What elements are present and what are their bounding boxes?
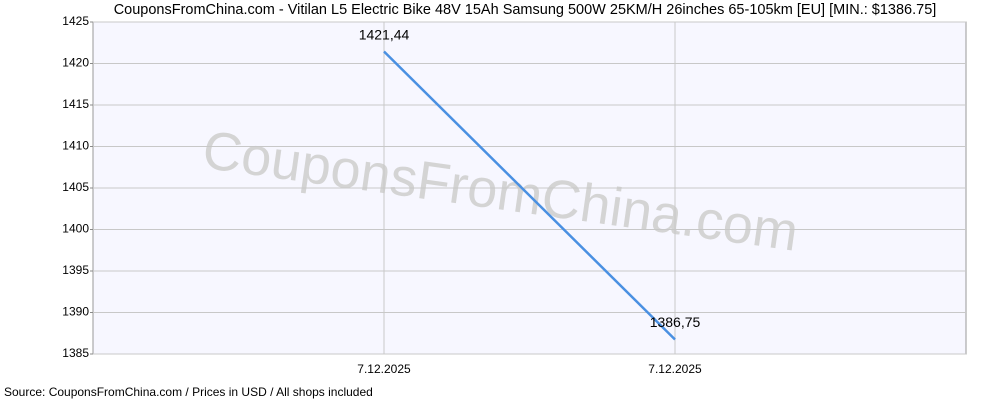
chart-title: CouponsFromChina.com - Vitilan L5 Electr… — [114, 2, 937, 18]
y-tick-label: 1395 — [62, 263, 89, 277]
y-tick-label: 1385 — [62, 346, 89, 360]
data-label: 1386,75 — [650, 314, 701, 330]
y-tick-label: 1405 — [62, 180, 89, 194]
y-tick-label: 1420 — [62, 56, 89, 70]
x-tick-label: 7.12.2025 — [648, 362, 702, 376]
y-tick-label: 1390 — [62, 305, 89, 319]
y-tick-label: 1425 — [62, 14, 89, 28]
source-note: Source: CouponsFromChina.com / Prices in… — [4, 385, 373, 399]
y-tick-label: 1415 — [62, 97, 89, 111]
y-tick-label: 1400 — [62, 222, 89, 236]
y-tick-label: 1410 — [62, 139, 89, 153]
data-label: 1421,44 — [359, 26, 410, 42]
x-tick-label: 7.12.2025 — [357, 362, 411, 376]
data-line — [383, 50, 676, 341]
